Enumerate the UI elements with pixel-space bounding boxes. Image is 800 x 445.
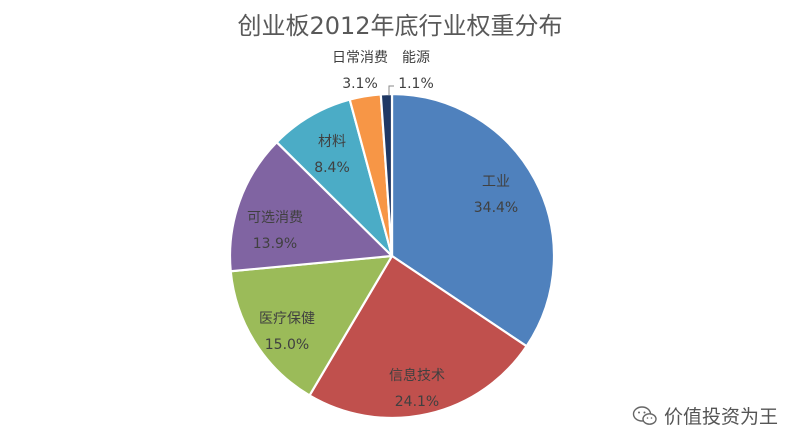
slice-category-label: 信息技术 [389, 367, 445, 384]
pie-labels: 工业 34.4% 信息技术 24.1% 医疗保健 15.0% 可选消费 13.9% 材料 8.4%… [247, 50, 518, 410]
slice-percent-label: 24.1% [395, 394, 439, 410]
label-leader-lines [388, 85, 394, 95]
slice-percent-label: 13.9% [253, 236, 297, 252]
wechat-icon [632, 405, 657, 425]
slice-percent-label: 34.4% [474, 200, 518, 216]
slice-percent-label: 8.4% [314, 160, 350, 176]
slice-category-label: 工业 [482, 174, 510, 190]
pie-slice-1 [308, 254, 528, 420]
pie-slice-0 [390, 92, 556, 348]
pie-slice-4 [275, 98, 394, 258]
pie-slices [228, 92, 556, 420]
watermark: 价值投资为王 [632, 402, 778, 429]
slice-category-label: 可选消费 [247, 210, 303, 226]
leader-line [388, 85, 394, 95]
slice-percent-label: 3.1% [342, 76, 378, 92]
slice-category-label: 医疗保健 [259, 311, 315, 327]
slice-category-label: 材料 [318, 134, 346, 150]
pie-slice-3 [228, 141, 394, 273]
slice-percent-label: 15.0% [265, 337, 309, 353]
pie-slice-6 [379, 92, 394, 258]
chart-title: 创业板2012年底行业权重分布 [237, 12, 563, 40]
slice-category-label: 日常消费 [332, 50, 388, 66]
slice-category-label: 能源 [402, 50, 430, 66]
pie-slice-2 [229, 254, 394, 397]
slice-percent-label: 1.1% [398, 76, 434, 92]
watermark-text: 价值投资为王 [663, 406, 778, 428]
